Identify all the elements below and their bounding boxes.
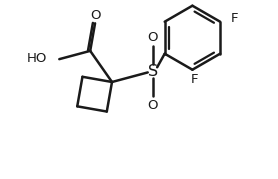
Text: F: F <box>191 73 198 86</box>
Text: O: O <box>90 9 100 22</box>
Text: O: O <box>147 31 158 44</box>
Text: HO: HO <box>27 52 47 65</box>
Text: F: F <box>230 12 238 25</box>
Text: O: O <box>147 99 158 112</box>
Text: S: S <box>148 64 158 79</box>
